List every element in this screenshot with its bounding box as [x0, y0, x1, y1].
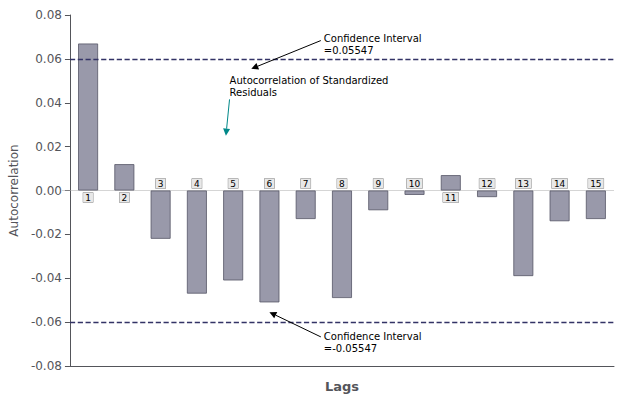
svg-text:2: 2 [121, 193, 127, 203]
svg-text:0.06: 0.06 [35, 52, 62, 66]
svg-text:Confidence Interval: Confidence Interval [324, 331, 422, 342]
svg-text:11: 11 [445, 193, 456, 203]
svg-text:=-0.05547: =-0.05547 [324, 343, 377, 354]
svg-text:9: 9 [375, 179, 381, 189]
svg-text:-0.06: -0.06 [31, 315, 62, 329]
svg-text:Autocorrelation of Standardize: Autocorrelation of Standardized [230, 75, 389, 86]
svg-text:Confidence Interval: Confidence Interval [324, 33, 422, 44]
svg-text:14: 14 [554, 179, 566, 189]
svg-text:7: 7 [303, 179, 309, 189]
svg-text:Lags: Lags [325, 379, 359, 394]
svg-text:=0.05547: =0.05547 [324, 45, 374, 56]
svg-text:8: 8 [339, 179, 345, 189]
svg-text:Autocorrelation: Autocorrelation [7, 144, 21, 236]
svg-text:1: 1 [85, 193, 91, 203]
svg-text:0.04: 0.04 [35, 96, 62, 110]
svg-text:12: 12 [481, 179, 492, 189]
svg-text:15: 15 [590, 179, 601, 189]
svg-text:13: 13 [518, 179, 529, 189]
svg-text:0.00: 0.00 [35, 184, 62, 198]
svg-text:-0.04: -0.04 [31, 271, 62, 285]
svg-text:Residuals: Residuals [230, 87, 277, 98]
svg-text:0.08: 0.08 [35, 8, 62, 22]
svg-text:6: 6 [267, 179, 273, 189]
svg-text:3: 3 [158, 179, 164, 189]
svg-text:-0.02: -0.02 [31, 227, 62, 241]
svg-text:4: 4 [194, 179, 200, 189]
svg-text:-0.08: -0.08 [31, 359, 62, 373]
svg-text:5: 5 [230, 179, 236, 189]
svg-text:0.02: 0.02 [35, 140, 62, 154]
svg-text:10: 10 [409, 179, 421, 189]
